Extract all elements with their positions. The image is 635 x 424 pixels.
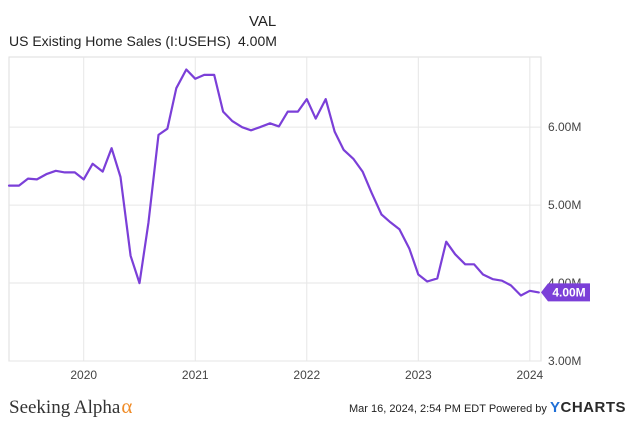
data-point[interactable] [62,169,68,175]
data-point[interactable] [25,176,31,182]
data-point[interactable] [462,261,468,267]
x-tick-label: 2024 [516,368,543,382]
data-point[interactable] [248,127,254,133]
seeking-alpha-wordmark: Seeking Alpha [9,397,121,418]
data-point[interactable] [332,129,338,135]
data-point[interactable] [490,276,496,282]
y-tick-label: 5.00M [548,198,581,212]
chart-header: VAL US Existing Home Sales (I:USEHS) 4.0… [0,0,635,55]
data-point[interactable] [128,253,134,259]
data-point[interactable] [6,183,12,189]
data-point[interactable] [406,246,412,252]
data-point[interactable] [257,124,263,130]
data-point[interactable] [415,272,421,278]
data-point[interactable] [434,275,440,281]
y-tick-label: 6.00M [548,120,581,134]
plot-area [8,56,542,362]
data-point[interactable] [16,183,22,189]
data-point[interactable] [276,123,282,129]
data-point[interactable] [351,156,357,162]
seeking-alpha-logo: Seeking Alphaα [9,394,132,419]
data-point[interactable] [379,212,385,218]
data-point[interactable] [81,176,87,182]
data-point[interactable] [387,219,393,225]
last-value-badge-shape [541,283,590,302]
data-point[interactable] [499,278,505,284]
data-point[interactable] [220,109,226,115]
data-point[interactable] [267,120,273,126]
data-point[interactable] [424,279,430,285]
data-point[interactable] [137,280,143,286]
data-point[interactable] [145,220,151,226]
ycharts-logo[interactable]: YCHARTS [550,399,626,416]
timestamp-text: Mar 16, 2024, 2:54 PM EDT Powered by [349,403,547,415]
data-point[interactable] [452,251,458,257]
y-tick-label: 3.00M [548,354,581,368]
data-point[interactable] [34,176,40,182]
series-line[interactable] [7,68,540,297]
value-column-header: VAL [249,13,277,30]
data-point[interactable] [156,132,162,138]
x-tick-label: 2021 [182,368,209,382]
data-point[interactable] [304,96,310,102]
data-point[interactable] [536,289,542,295]
data-point[interactable] [369,190,375,196]
x-tick-label: 2023 [405,368,432,382]
data-point[interactable] [341,147,347,153]
data-point[interactable] [201,72,207,78]
alpha-icon: α [121,394,133,418]
data-point[interactable] [229,118,235,124]
data-point[interactable] [508,282,514,288]
data-point[interactable] [285,109,291,115]
data-point[interactable] [239,124,245,130]
series-name-label[interactable]: US Existing Home Sales (I:USEHS) [9,33,231,49]
data-point[interactable] [90,161,96,167]
data-point[interactable] [164,126,170,132]
data-point[interactable] [100,169,106,175]
x-tick-label: 2020 [70,368,97,382]
data-point[interactable] [527,288,533,294]
data-point[interactable] [118,174,124,180]
data-point[interactable] [360,169,366,175]
data-point[interactable] [396,226,402,232]
ycharts-logo-text: CHARTS [560,399,626,416]
data-point[interactable] [183,67,189,73]
data-point[interactable] [109,145,115,151]
data-point[interactable] [72,169,78,175]
data-point[interactable] [192,76,198,82]
data-point[interactable] [173,85,179,91]
data-point[interactable] [480,272,486,278]
data-point[interactable] [295,109,301,115]
data-point[interactable] [53,168,59,174]
data-point[interactable] [211,72,217,78]
x-tick-label: 2022 [293,368,320,382]
series-current-value: 4.00M [238,33,277,49]
data-point[interactable] [44,171,50,177]
ycharts-logo-y: Y [549,399,561,416]
last-value-badge: 4.00M [541,283,590,302]
data-point[interactable] [323,96,329,102]
data-point[interactable] [471,261,477,267]
data-point[interactable] [313,116,319,122]
last-value-label: 4.00M [552,285,585,299]
data-point[interactable] [518,293,524,299]
data-point[interactable] [443,239,449,245]
attribution: Mar 16, 2024, 2:54 PM EDT Powered by YCH… [349,399,626,416]
